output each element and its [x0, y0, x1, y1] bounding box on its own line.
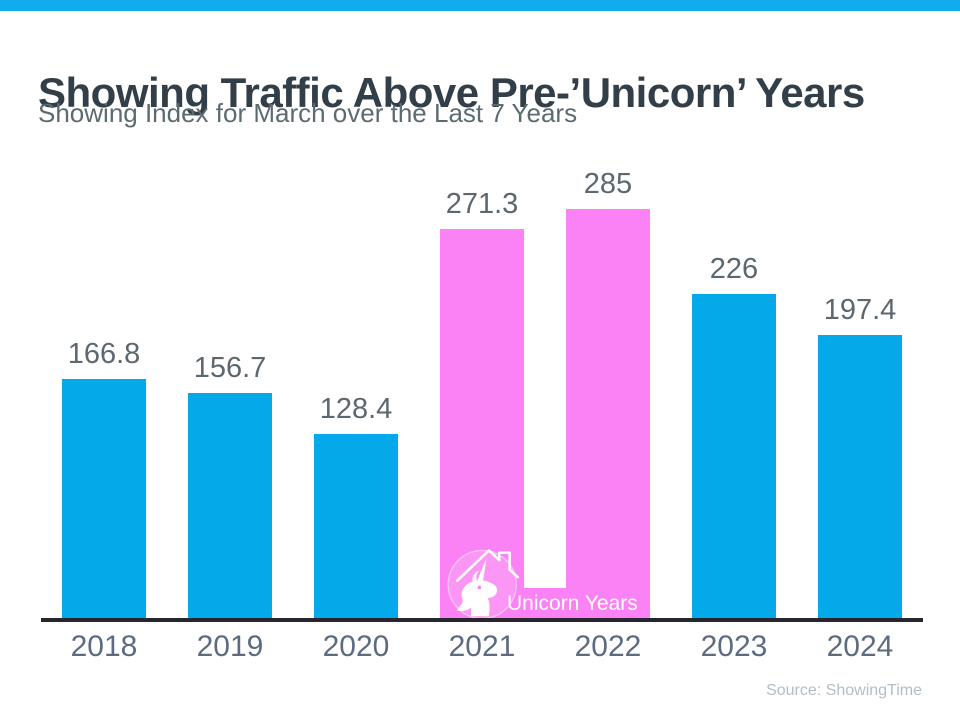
bar-2023 — [692, 294, 776, 618]
bar-column-2023: 226 — [671, 200, 797, 618]
bar-column-2020: 128.4 — [293, 200, 419, 618]
x-axis-label-2020: 2020 — [322, 630, 390, 663]
x-axis-labels: 2018 2019 2020 2021 2022 2023 2024 — [41, 630, 923, 666]
bar-value-label: 197.4 — [823, 294, 897, 326]
x-axis-line — [41, 618, 923, 622]
page-subtitle: Showing Index for March over the Last 7 … — [38, 98, 578, 128]
bars-layer: 166.8 156.7 128.4 271.3 285 226 197.4 — [41, 170, 923, 618]
bar-value-label: 226 — [709, 253, 759, 285]
bar-2024 — [818, 335, 902, 618]
bar-2022 — [566, 209, 650, 618]
x-axis-label-2019: 2019 — [196, 630, 264, 663]
page-title: Showing Traffic Above Pre-’Unicorn’ Year… — [38, 69, 865, 117]
x-axis-label-2022: 2022 — [574, 630, 642, 663]
bar-value-label: 271.3 — [445, 188, 519, 220]
accent-topbar — [0, 0, 960, 11]
x-axis-label-2023: 2023 — [700, 630, 768, 663]
bar-value-label: 285 — [583, 168, 633, 200]
bar-column-2022: 285 — [545, 170, 671, 618]
bar-value-label: 156.7 — [193, 352, 267, 384]
bar-value-label: 128.4 — [319, 393, 393, 425]
bar-chart: 166.8 156.7 128.4 271.3 285 226 197.4 Unicorn … — [41, 170, 923, 670]
bar-column-2024: 197.4 — [797, 200, 923, 618]
bar-value-label: 166.8 — [67, 338, 141, 370]
bar-2019 — [188, 393, 272, 618]
unicorn-years-label: Unicorn Years — [507, 592, 638, 615]
bar-2020 — [314, 434, 398, 618]
source-credit: Source: ShowingTime — [766, 682, 922, 699]
x-axis-label-2018: 2018 — [70, 630, 138, 663]
x-axis-label-2021: 2021 — [448, 630, 516, 663]
bar-column-2018: 166.8 — [41, 200, 167, 618]
bar-2018 — [62, 379, 146, 618]
unicorn-house-icon — [447, 549, 520, 620]
x-axis-label-2024: 2024 — [826, 630, 894, 663]
bar-column-2019: 156.7 — [167, 200, 293, 618]
